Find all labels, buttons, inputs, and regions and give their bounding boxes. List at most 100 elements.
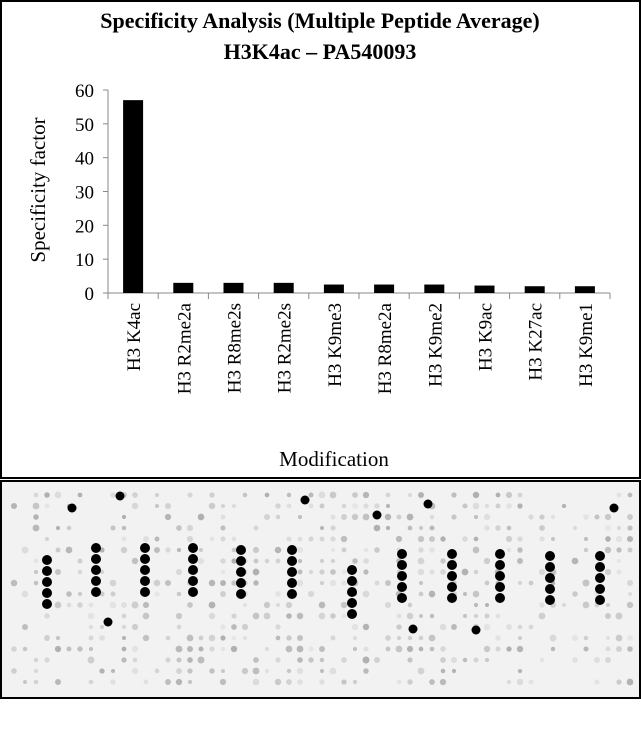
array-spot <box>627 591 633 597</box>
bar <box>424 284 445 293</box>
array-spot <box>209 668 215 674</box>
array-spot <box>462 657 468 663</box>
array-spot <box>550 514 556 520</box>
array-spot <box>572 657 578 663</box>
array-spot <box>462 536 468 542</box>
array-spot <box>440 558 446 564</box>
array-spot <box>627 547 633 553</box>
array-spot <box>231 558 237 564</box>
array-spot <box>264 492 270 498</box>
array-spot <box>440 536 446 542</box>
array-spot <box>429 547 435 553</box>
x-tick-label: H3 R2me2a <box>174 302 195 394</box>
array-spot <box>384 513 392 521</box>
array-spot <box>110 679 116 685</box>
array-spot <box>175 568 183 576</box>
array-spot <box>252 612 260 620</box>
array-spot <box>220 569 226 575</box>
array-spot <box>605 536 611 542</box>
array-spot <box>275 657 281 663</box>
array-spot <box>605 525 611 531</box>
array-spot <box>472 502 480 510</box>
bar <box>123 100 144 294</box>
array-spot <box>495 560 505 570</box>
array-spot <box>208 612 216 620</box>
array-spot <box>263 513 271 521</box>
chart-subtitle: H3K4ac – PA540093 <box>224 39 417 64</box>
array-spot <box>296 667 304 675</box>
array-spot <box>517 536 523 542</box>
array-spot <box>362 590 370 598</box>
array-spot <box>209 536 215 542</box>
x-tick-label: H3 K9ac <box>476 303 497 371</box>
array-spot <box>572 591 578 597</box>
array-spot <box>176 657 182 663</box>
array-spot <box>275 624 281 630</box>
array-spot <box>176 547 182 553</box>
array-spot <box>297 679 303 685</box>
array-spot <box>121 613 127 619</box>
array-spot <box>583 635 589 641</box>
array-spot <box>447 560 457 570</box>
array-spot <box>517 668 523 674</box>
array-spot <box>615 634 623 642</box>
array-spot <box>626 678 634 686</box>
array-spot <box>286 635 292 641</box>
array-spot <box>176 525 182 531</box>
array-spot <box>121 525 127 531</box>
array-spot <box>287 589 297 599</box>
array-spot <box>132 657 138 663</box>
array-spot <box>33 514 39 520</box>
array-spot <box>340 535 348 543</box>
array-spot <box>483 623 491 631</box>
bar <box>524 286 545 293</box>
array-spot <box>545 573 555 583</box>
array-spot <box>440 646 446 652</box>
array-spot <box>616 525 622 531</box>
array-spot <box>319 679 325 685</box>
array-spot <box>297 635 303 641</box>
array-spot <box>572 525 578 531</box>
array-spot <box>275 503 281 509</box>
bar <box>474 285 495 293</box>
array-spot <box>330 635 336 641</box>
array-spot <box>186 524 194 532</box>
array-spot <box>42 566 52 576</box>
array-spot <box>287 578 297 588</box>
array-spot <box>275 558 281 564</box>
array-spot <box>451 514 457 520</box>
array-spot <box>561 503 567 509</box>
array-spot <box>429 613 435 619</box>
array-spot <box>407 679 413 685</box>
array-spot <box>396 624 402 630</box>
array-spot <box>447 549 457 559</box>
array-spot <box>605 602 611 608</box>
array-spot <box>236 589 246 599</box>
array-spot <box>516 645 524 653</box>
array-spot <box>286 503 292 509</box>
array-spot <box>231 503 237 509</box>
array-spot <box>506 624 512 630</box>
array-spot <box>362 656 370 664</box>
array-spot <box>242 492 248 498</box>
array-spot <box>406 612 414 620</box>
array-spot <box>616 558 622 564</box>
array-spot <box>307 590 315 598</box>
array-spot <box>121 646 127 652</box>
array-spot <box>330 547 336 553</box>
array-spot <box>417 568 425 576</box>
array-spot <box>219 678 227 686</box>
array-spot <box>604 546 612 554</box>
array-spot <box>473 536 479 542</box>
array-spot <box>140 565 150 575</box>
array-spot <box>318 491 326 499</box>
array-spot <box>42 555 52 565</box>
array-spot <box>615 612 623 620</box>
array-spot <box>241 623 249 631</box>
array-spot <box>209 646 215 652</box>
array-spot <box>286 679 292 685</box>
array-spot <box>164 579 172 587</box>
array-spot <box>319 569 325 575</box>
array-spot <box>287 567 297 577</box>
array-spot <box>347 587 357 597</box>
